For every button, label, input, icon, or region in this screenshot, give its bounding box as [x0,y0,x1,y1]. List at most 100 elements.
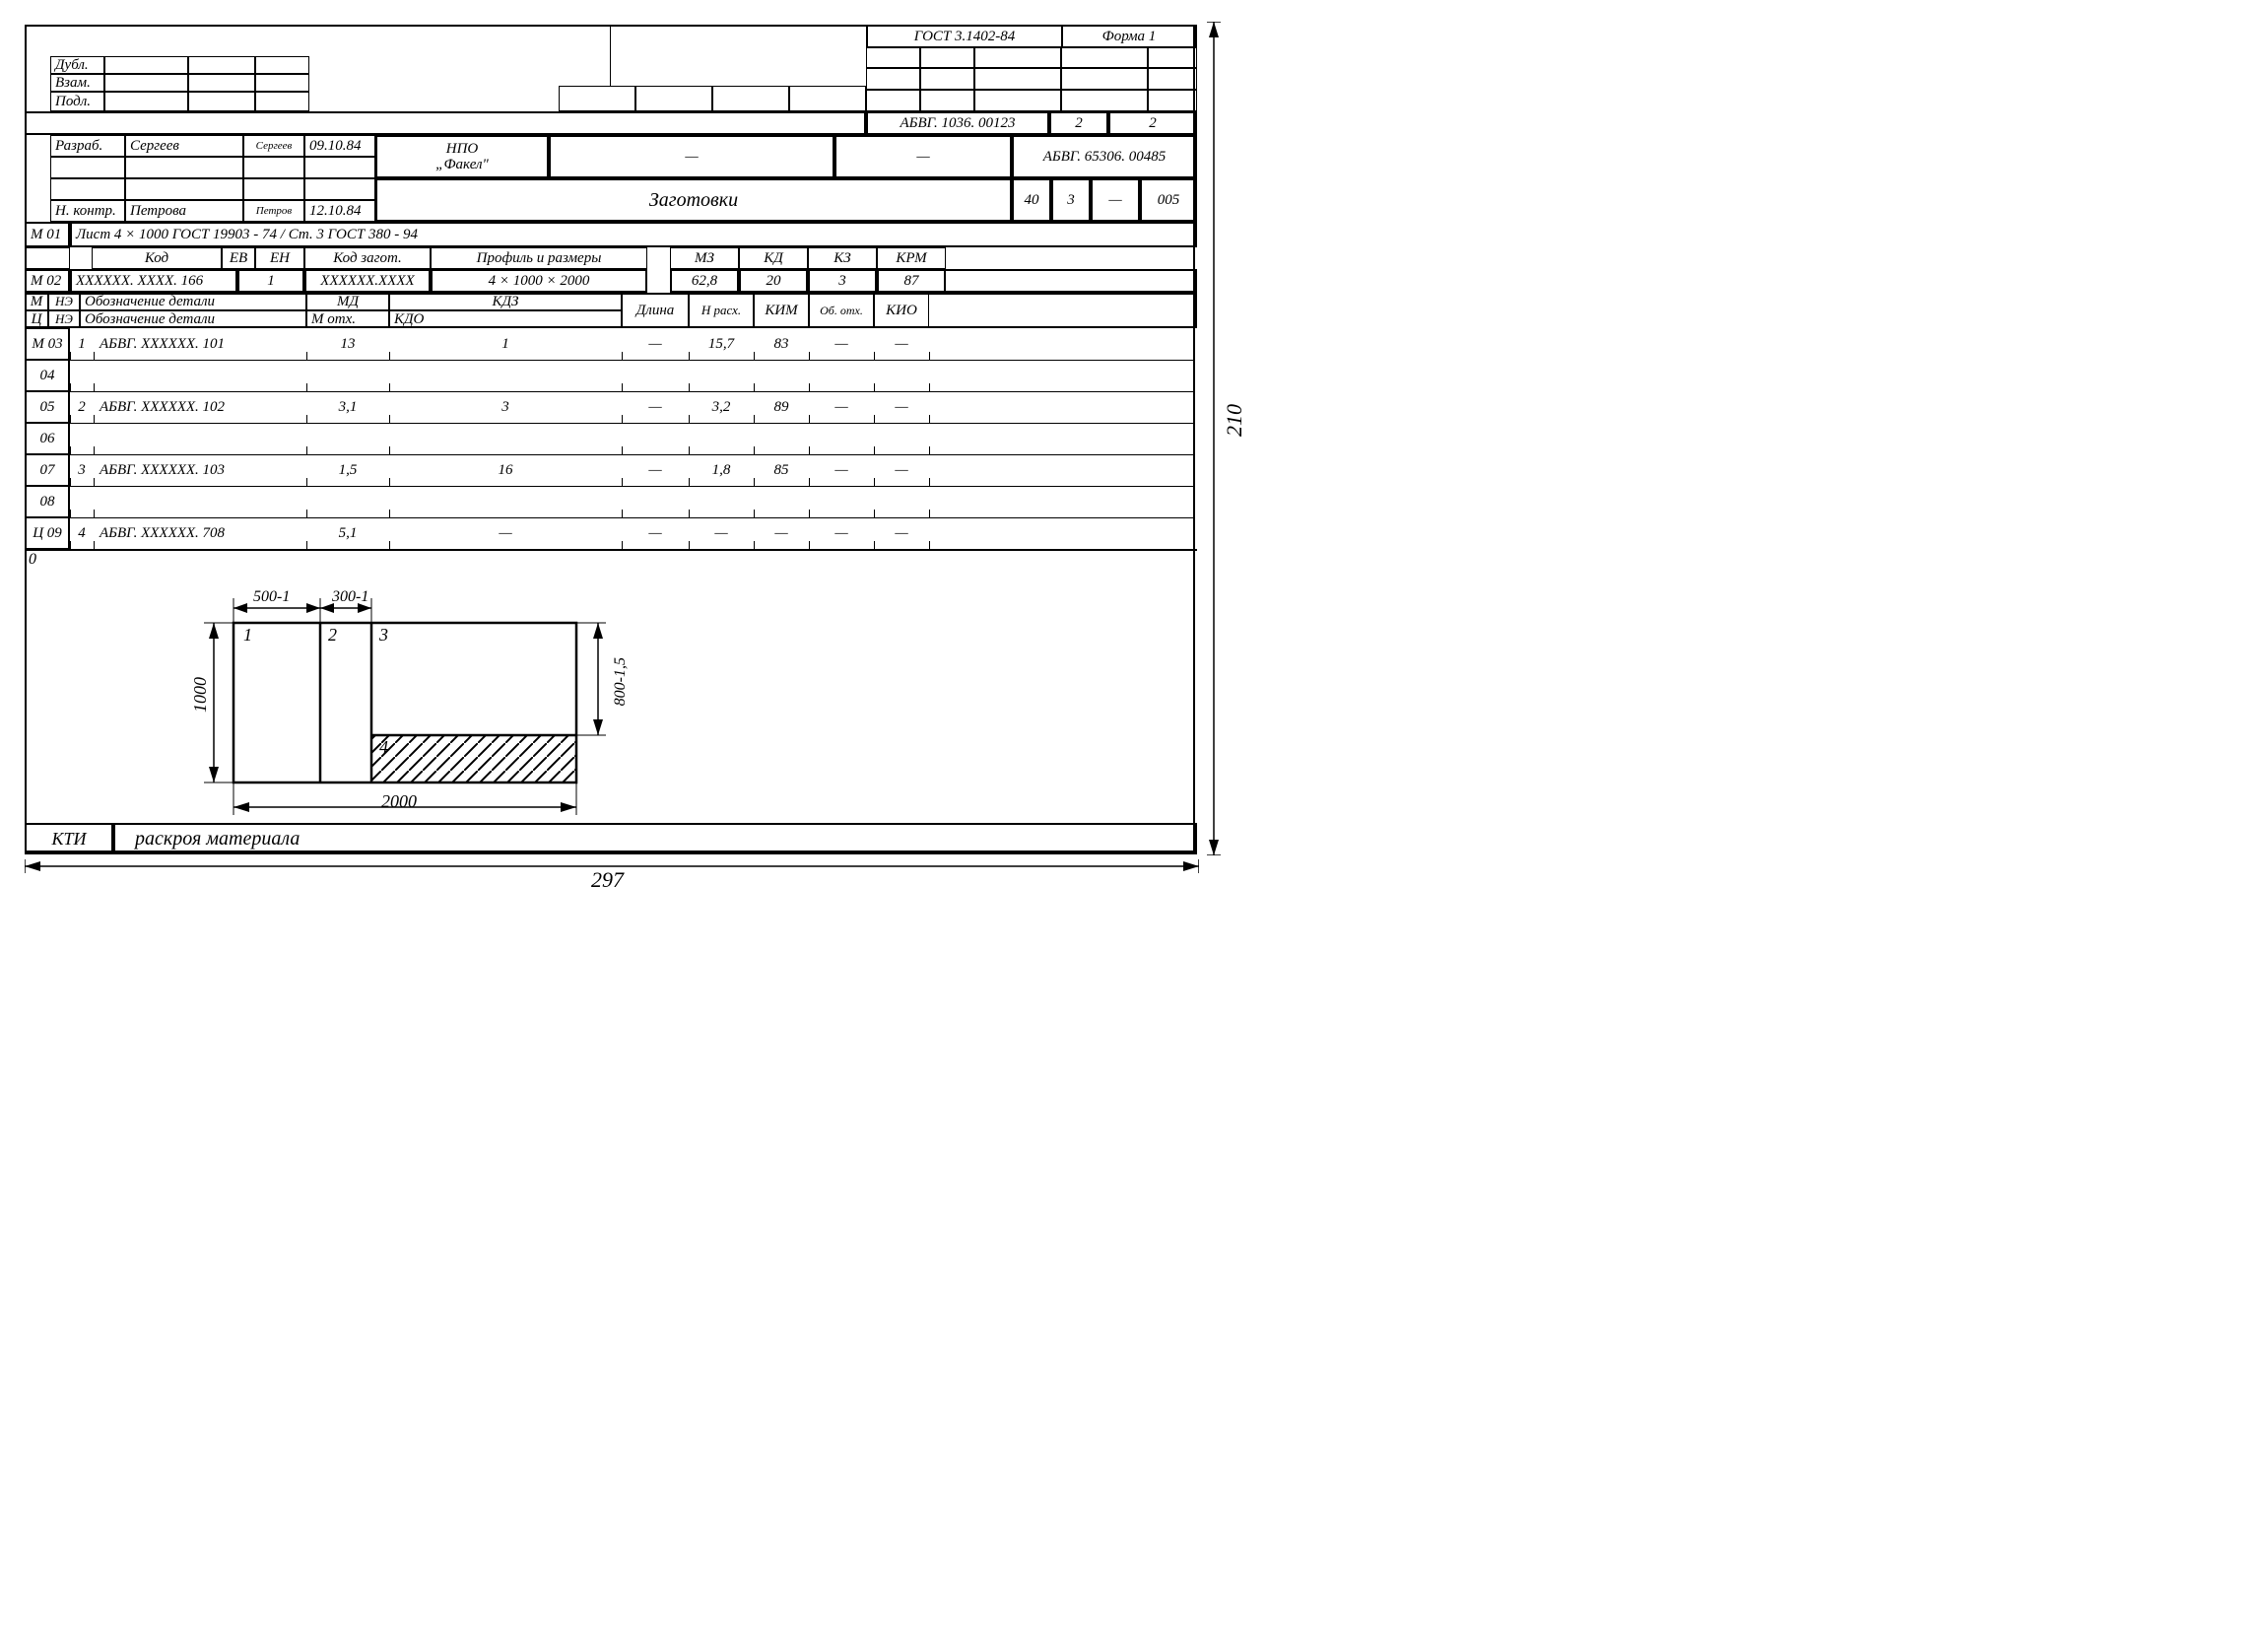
kio-hdr: КИО [874,293,929,328]
row-oboz: АБВГ. ХХХХХХ. 101 [94,328,306,360]
row-dlina: — [622,328,689,360]
row-divider [27,360,1193,361]
col-tick [622,446,623,454]
dash1-cell: — [549,135,834,178]
dim-arrow-v [1207,22,1221,855]
col-tick [94,383,95,391]
org-cell: НПО „Факел" [375,135,549,178]
col-tick [929,541,930,549]
row-label: М 03 [25,328,70,360]
row-ne: 2 [70,391,94,423]
row-kio: — [874,454,929,486]
row-md: 3,1 [306,391,389,423]
col-tick [754,446,755,454]
row3-c3 [304,178,375,200]
mid-c1 [559,86,635,111]
row-label: 06 [25,423,70,454]
row-kdz: 3 [389,391,622,423]
row-oboz: АБВГ. ХХХХХХ. 103 [94,454,306,486]
m02-kd: 20 [739,269,808,293]
row3-lbl [50,178,125,200]
col-tick [70,510,71,517]
col-tick [306,510,307,517]
grid-r2c4 [1061,68,1148,90]
row-kio: — [874,517,929,549]
blank-row [25,111,866,135]
col-tick [70,446,71,454]
grid-r1c1 [866,46,920,68]
dim-height: 210 [1222,404,1247,437]
doc-number: АБВГ. 1036. 00123 [866,111,1049,135]
code2-cell: АБВГ. 65306. 00485 [1012,135,1197,178]
org1: НПО [446,141,479,158]
vzam-c3 [255,74,309,92]
tick-line [610,25,611,86]
vzam-label: Взам. [50,74,104,92]
ev-hdr: ЕВ [222,247,255,269]
kim-hdr: КИМ [754,293,809,328]
dubl-c3 [255,56,309,74]
row-kdz: 16 [389,454,622,486]
row-kio: — [874,391,929,423]
mid-c3 [712,86,789,111]
razrab-lbl: Разраб. [50,135,125,157]
col-tick [929,446,930,454]
grid-r1c3 [974,46,1061,68]
c2-cell: 3 [1051,178,1091,222]
dim-1000: 1000 [190,677,211,713]
row-dlina: — [622,454,689,486]
row-kim: — [754,517,809,549]
grid-r2c2 [920,68,974,90]
m01-text: Лист 4 × 1000 ГОСТ 19903 - 74 / Ст. 3 ГО… [70,222,1197,247]
row-label: Ц 09 [25,517,70,549]
col-tick [809,383,810,391]
mid-c2 [635,86,712,111]
row-obotx: — [809,391,874,423]
grid-r3c1 [866,90,920,111]
row-kio: — [874,328,929,360]
col-tick [929,415,930,423]
col-tick [70,383,71,391]
col-tick [754,510,755,517]
blank-left-h1 [25,247,70,269]
rows-container: М 031АБВГ. ХХХХХХ. 101131—15,783——04052А… [27,328,1193,549]
podl-c3 [255,92,309,111]
dubl-c1 [104,56,188,74]
m01-lbl: М 01 [25,222,70,247]
nkontr-sign: Петров [243,200,304,222]
col-tick [874,446,875,454]
col-tick [94,446,95,454]
row-nrasx: — [689,517,754,549]
kd-hdr: КД [739,247,808,269]
kodzag-hdr: Код загот. [304,247,431,269]
m02-mz: 62,8 [670,269,739,293]
row2-c1 [125,157,243,178]
col-tick [306,383,307,391]
ne2-hdr: НЭ [48,310,80,328]
vzam-c2 [188,74,255,92]
row-kim: 89 [754,391,809,423]
dim-800: 800-1,5 [612,657,630,706]
m02-ev: 1 [237,269,304,293]
kpm-hdr: КРМ [877,247,946,269]
razrab-sign: Сергеев [243,135,304,157]
row-obotx: — [809,517,874,549]
grid-r1c5 [1148,46,1197,68]
row-nrasx: 1,8 [689,454,754,486]
svg-text:4: 4 [379,737,388,757]
row-oboz: АБВГ. ХХХХХХ. 102 [94,391,306,423]
dubl-label: Дубл. [50,56,104,74]
drawing-sheet: ГОСТ 3.1402-84 Форма 1 Дубл. Взам. Подл.… [25,25,1195,852]
c3-cell: — [1091,178,1140,222]
col-tick [306,446,307,454]
mid-c4 [789,86,866,111]
m-hdr: М [25,293,48,310]
dim-2000: 2000 [381,791,417,812]
col-tick [929,510,930,517]
grid-r1c4 [1061,46,1148,68]
dash2-cell: — [834,135,1012,178]
col-tick [689,446,690,454]
row-md: 13 [306,328,389,360]
podl-c2 [188,92,255,111]
kti-cell: КТИ [25,823,113,854]
